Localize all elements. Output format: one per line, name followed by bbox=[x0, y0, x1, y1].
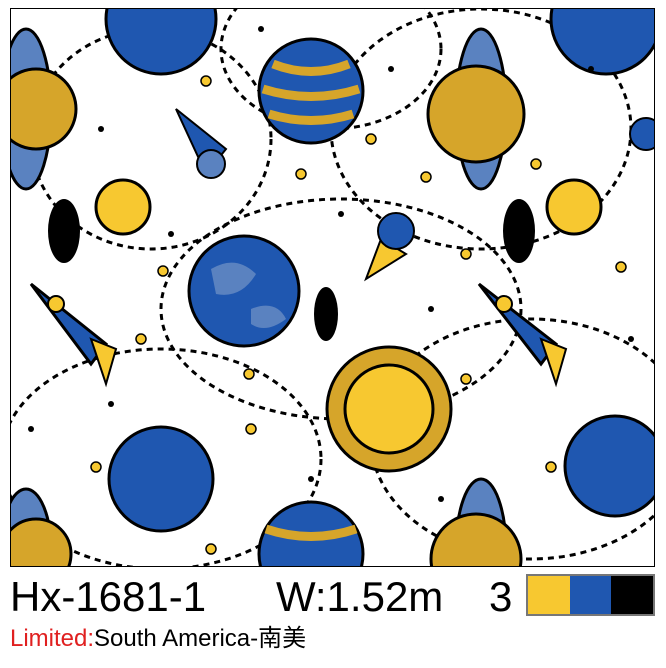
planet-blue-top-right bbox=[549, 9, 654, 76]
comet-1 bbox=[175, 108, 228, 179]
planet-blue-bottom-left bbox=[107, 425, 215, 533]
rocket-right bbox=[477, 282, 568, 388]
planet-blue-top bbox=[104, 9, 218, 76]
swatch-yellow bbox=[528, 576, 570, 614]
fabric-width: W:1.52m bbox=[276, 573, 444, 620]
fabric-pattern-image bbox=[10, 8, 655, 567]
moon-left bbox=[94, 178, 152, 236]
striped-planet bbox=[257, 37, 365, 145]
comet-3 bbox=[629, 117, 654, 151]
dots bbox=[28, 26, 634, 502]
limited-region: Limited:South America-南美 bbox=[10, 624, 306, 654]
earth bbox=[187, 234, 301, 348]
limited-label: Limited: bbox=[10, 625, 95, 652]
swatch-black bbox=[611, 576, 654, 614]
ringed-planet-bottom-left bbox=[11, 487, 73, 566]
clouds bbox=[48, 199, 535, 341]
swatch-blue bbox=[569, 576, 612, 614]
product-code: Hx-1681-1 bbox=[10, 573, 207, 620]
planet-blue-bottom-right bbox=[563, 414, 654, 518]
color-count: 3 bbox=[489, 573, 513, 620]
stars bbox=[90, 75, 627, 555]
limited-value: South America-南美 bbox=[94, 625, 307, 652]
ringed-planet-left bbox=[11, 27, 78, 191]
moon-right bbox=[545, 178, 603, 236]
comet-2 bbox=[364, 212, 415, 282]
rocket-left bbox=[29, 282, 118, 388]
color-swatches bbox=[526, 574, 655, 616]
ringed-planet-bottom-right bbox=[429, 477, 523, 566]
striped-planet-bottom bbox=[257, 500, 365, 566]
ringed-planet-right bbox=[426, 27, 526, 191]
sun bbox=[325, 345, 453, 473]
